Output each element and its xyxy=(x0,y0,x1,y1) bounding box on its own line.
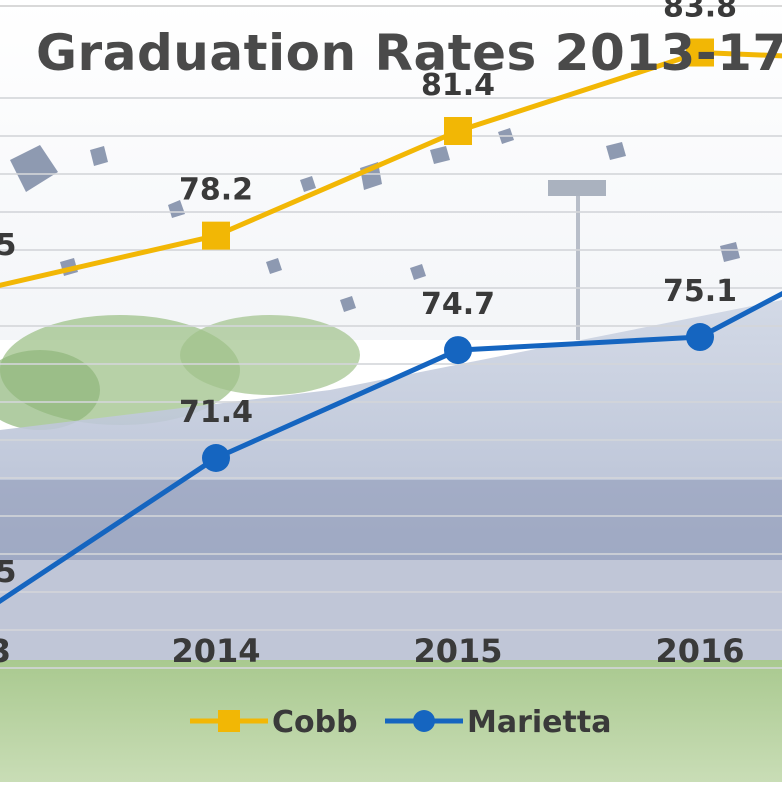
cap-icon xyxy=(300,176,316,192)
chart-title: Graduation Rates 2013-17 xyxy=(36,24,782,82)
data-label-marietta: 71.4 xyxy=(179,395,253,430)
series-layer: 5 78.2 81.4 83.8 5 71.4 74.7 75.1 xyxy=(0,0,782,605)
legend-label-marietta: Marietta xyxy=(467,705,611,740)
sky xyxy=(0,0,782,340)
data-label-cobb: 5 xyxy=(0,228,16,263)
legend-label-cobb: Cobb xyxy=(272,705,358,740)
data-label-marietta: 74.7 xyxy=(421,287,495,322)
marker-cobb xyxy=(444,117,472,145)
marker-cobb xyxy=(202,221,230,250)
marker-marietta xyxy=(202,444,230,472)
data-label-cobb: 81.4 xyxy=(421,68,495,103)
marker-cobb xyxy=(686,38,714,67)
cap-icon xyxy=(168,200,185,218)
tree xyxy=(0,350,100,430)
data-label-cobb: 83.8 xyxy=(663,0,737,25)
cap-icon xyxy=(410,264,426,280)
cap-icon xyxy=(90,146,108,166)
marker-marietta xyxy=(686,323,714,352)
legend: Cobb Marietta xyxy=(190,705,611,740)
x-axis-ticks: 3 2014 2015 2016 xyxy=(0,632,745,670)
legend-marker-marietta xyxy=(413,710,435,732)
x-tick-label: 3 xyxy=(0,632,11,670)
legend-marker-cobb xyxy=(218,710,240,732)
cap-icon xyxy=(266,258,282,274)
data-label-marietta: 75.1 xyxy=(663,274,737,309)
marker-marietta xyxy=(444,336,472,365)
data-label-marietta: 5 xyxy=(0,555,16,590)
data-label-cobb: 78.2 xyxy=(179,173,253,208)
cap-icon xyxy=(10,145,58,192)
cap-icon xyxy=(606,142,626,160)
light-pole xyxy=(576,190,580,340)
cap-icon xyxy=(720,242,740,262)
tree xyxy=(180,315,360,395)
x-tick-label: 2016 xyxy=(655,632,744,670)
gridlines xyxy=(0,5,782,669)
light-pole-head xyxy=(548,180,606,196)
x-tick-label: 2014 xyxy=(171,632,260,670)
cap-icon xyxy=(340,296,356,312)
x-tick-label: 2015 xyxy=(413,632,502,670)
cap-icon xyxy=(430,146,450,164)
